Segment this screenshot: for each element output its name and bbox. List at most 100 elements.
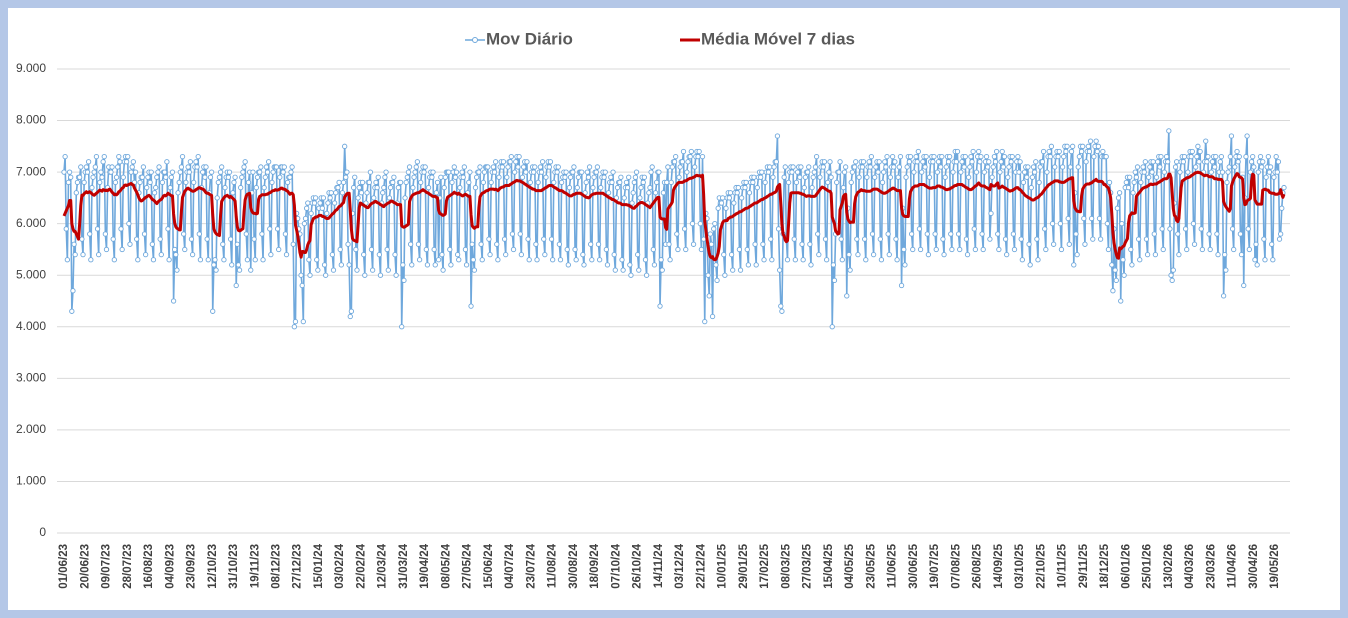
data-point: [695, 153, 701, 160]
data-point: [477, 164, 483, 170]
data-point: [1125, 184, 1132, 191]
data-point: [1173, 159, 1180, 165]
data-point: [886, 251, 892, 258]
data-point: [226, 169, 233, 175]
data-point: [1081, 215, 1087, 222]
data-point: [935, 159, 942, 165]
data-point: [118, 226, 124, 232]
data-point: [87, 231, 93, 237]
data-point: [508, 153, 514, 160]
data-point: [635, 251, 641, 258]
x-tick-label: 31/03/24: [398, 543, 410, 588]
data-point: [665, 164, 671, 170]
data-point: [821, 159, 828, 165]
data-point: [762, 179, 768, 186]
data-point: [1208, 169, 1214, 175]
data-point: [1074, 251, 1080, 258]
data-point: [80, 251, 86, 258]
data-point: [722, 272, 728, 278]
data-point: [1161, 169, 1167, 175]
data-point: [311, 200, 318, 206]
data-point: [439, 251, 445, 258]
data-point: [423, 246, 429, 253]
data-point: [1212, 164, 1218, 170]
data-point: [564, 246, 570, 253]
data-point: [1100, 148, 1106, 155]
data-point: [775, 226, 782, 232]
data-point: [948, 231, 954, 237]
data-point: [380, 190, 386, 196]
data-point: [494, 241, 500, 247]
x-tick-label: 08/05/24: [440, 543, 452, 588]
data-point: [412, 169, 418, 175]
plot: [61, 128, 1287, 330]
data-point: [878, 257, 885, 263]
data-point: [173, 251, 179, 258]
data-point: [1024, 174, 1030, 180]
data-point: [221, 257, 227, 263]
data-point: [658, 257, 664, 263]
data-point: [800, 257, 806, 263]
series-line: [62, 170, 1286, 262]
data-point: [333, 190, 339, 196]
data-point: [1213, 153, 1219, 160]
data-point: [1257, 153, 1264, 160]
data-point: [277, 174, 283, 180]
data-point: [812, 164, 819, 170]
data-point: [1241, 282, 1247, 289]
data-point: [1265, 153, 1271, 160]
data-point: [216, 174, 223, 180]
data-point: [175, 190, 181, 196]
data-point: [978, 153, 984, 160]
data-point: [200, 169, 206, 175]
data-point: [950, 169, 956, 175]
data-point: [1026, 241, 1032, 247]
data-point: [910, 246, 916, 253]
data-point: [362, 272, 368, 278]
data-point: [348, 308, 355, 314]
data-point: [1006, 164, 1012, 170]
data-point: [1116, 190, 1123, 196]
data-point: [463, 262, 470, 268]
data-point: [790, 164, 796, 170]
data-point: [930, 159, 936, 165]
data-point: [1119, 221, 1125, 227]
data-point: [980, 246, 986, 253]
data-point: [282, 231, 289, 237]
data-point: [481, 169, 488, 175]
data-point: [186, 169, 192, 175]
data-point: [156, 164, 162, 170]
data-point: [457, 184, 463, 191]
data-point: [1018, 236, 1024, 242]
data-point: [612, 267, 618, 273]
data-point: [791, 236, 797, 242]
data-point: [1181, 153, 1188, 160]
data-point: [558, 179, 565, 186]
data-point: [264, 169, 271, 175]
data-point: [1001, 153, 1008, 160]
data-point: [274, 226, 281, 232]
data-point: [981, 169, 987, 175]
data-point: [768, 236, 774, 242]
data-point: [403, 179, 409, 186]
data-point: [1121, 272, 1127, 278]
data-point: [519, 174, 526, 180]
data-point: [429, 174, 435, 180]
data-point: [608, 174, 614, 180]
data-point: [448, 262, 454, 268]
data-point: [534, 257, 540, 263]
data-point: [523, 169, 529, 175]
data-point: [100, 159, 106, 165]
data-point: [491, 169, 498, 175]
data-point: [512, 169, 518, 175]
data-point: [476, 169, 482, 175]
data-point: [402, 195, 408, 201]
data-point: [300, 318, 306, 325]
data-point: [1025, 164, 1031, 170]
data-point: [90, 174, 96, 180]
data-point: [934, 169, 940, 175]
data-point: [1095, 143, 1102, 149]
data-point: [685, 159, 691, 165]
data-point: [408, 241, 414, 247]
